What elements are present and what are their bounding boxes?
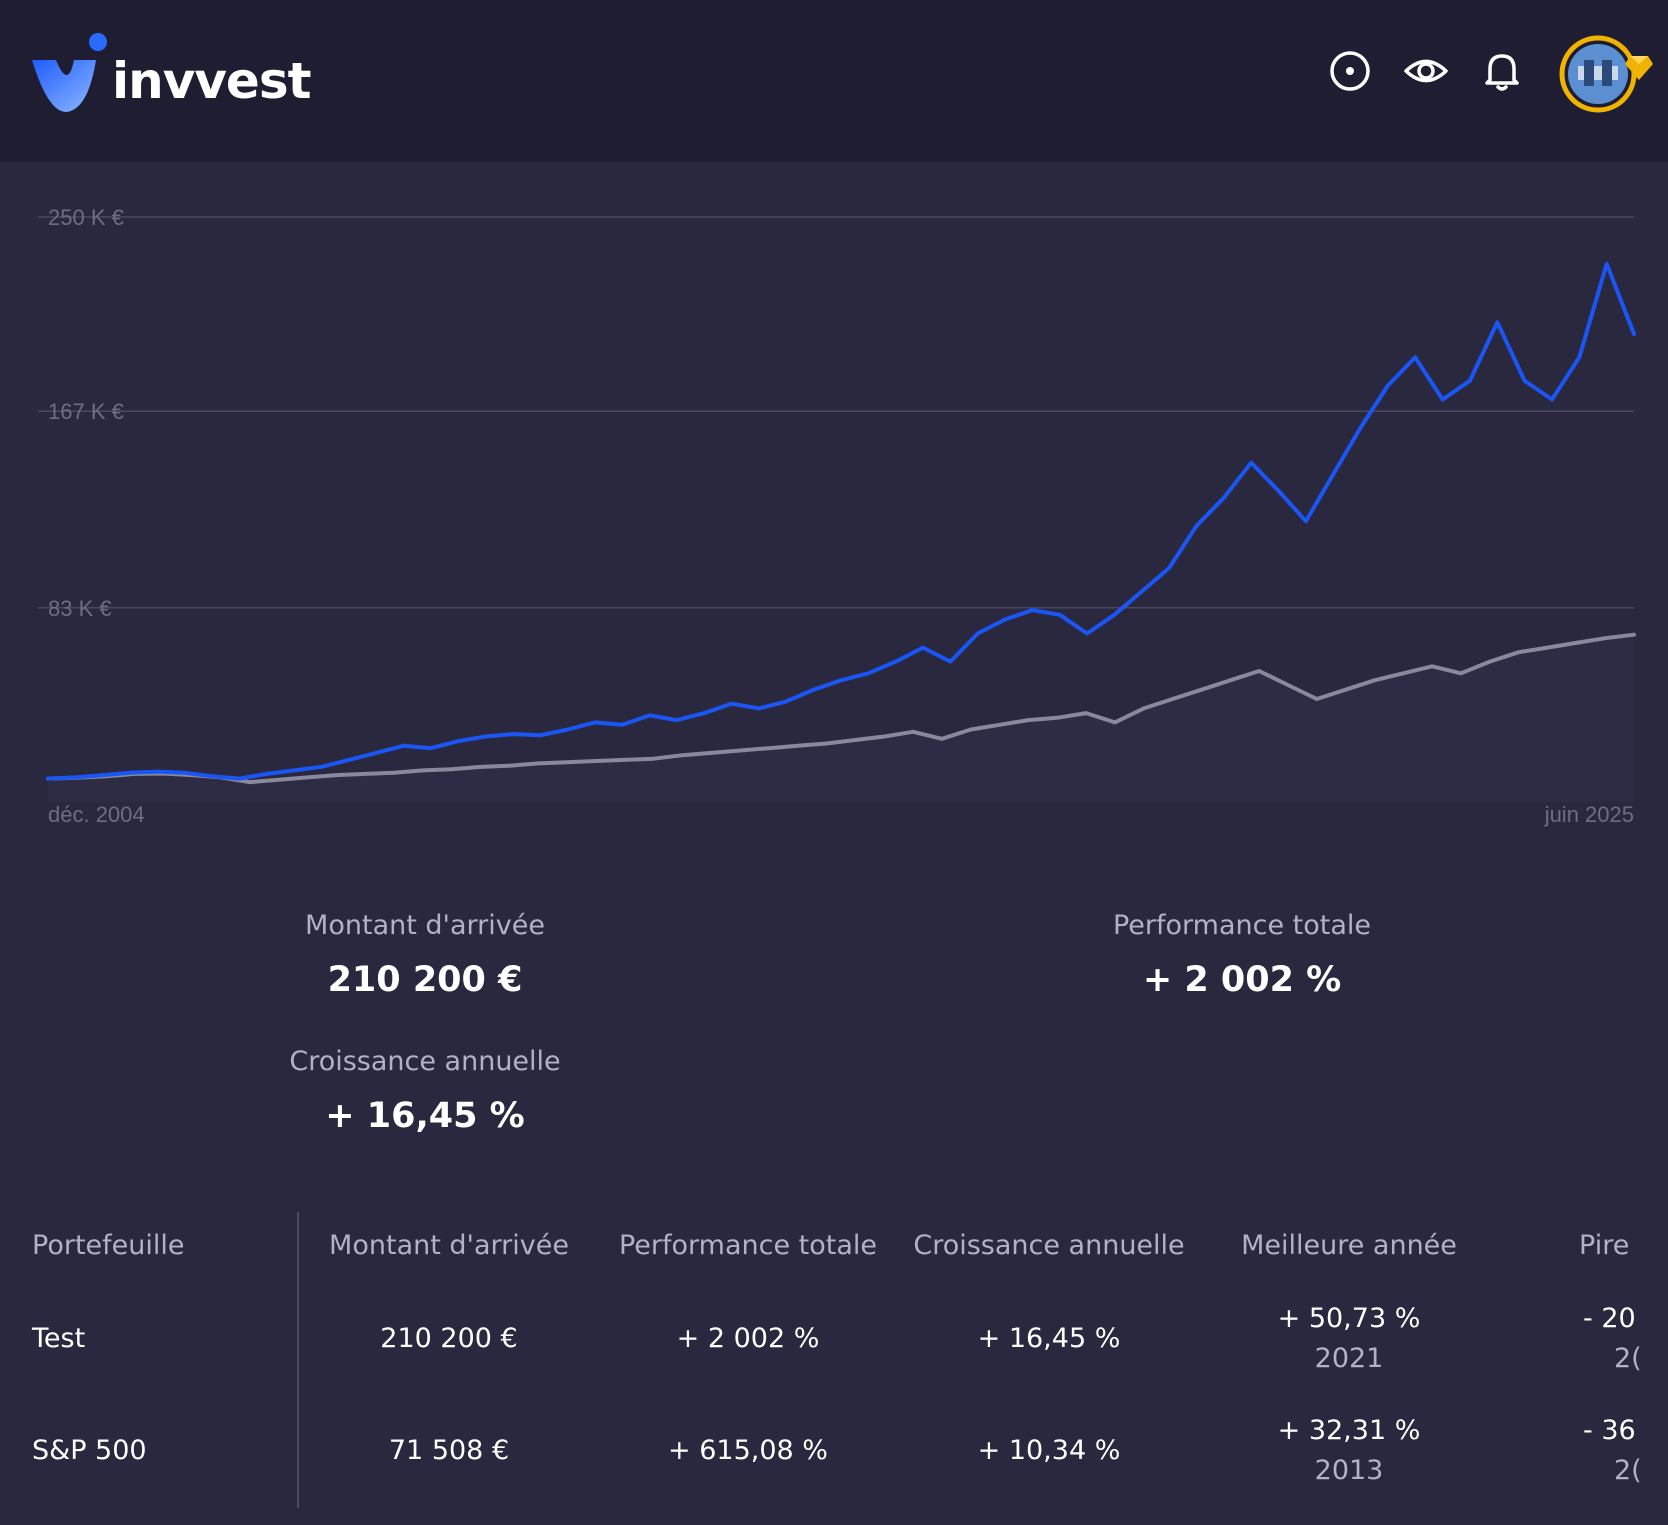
th-annual-growth: Croissance annuelle bbox=[913, 1230, 1185, 1261]
summary-annual-growth-label: Croissance annuelle bbox=[289, 1046, 561, 1077]
benchmark-area bbox=[48, 634, 1634, 802]
series-line-test bbox=[46, 261, 1636, 781]
row-2-total-performance: + 615,08 % bbox=[668, 1435, 828, 1466]
row-2-annual-growth: + 10,34 % bbox=[977, 1435, 1121, 1466]
performance-chart: 250 K € 167 K € 83 K € déc. 2004 juin 2025 bbox=[38, 205, 1636, 827]
row-2-worst-year: 2( bbox=[1614, 1455, 1642, 1486]
summary-final-amount-value: 210 200 € bbox=[327, 960, 523, 1000]
row-2-name[interactable]: S&P 500 bbox=[32, 1435, 147, 1466]
y-tick-label: 83 K € bbox=[48, 596, 112, 621]
row-1-final-amount: 210 200 € bbox=[380, 1323, 518, 1354]
row-1-total-performance: + 2 002 % bbox=[676, 1323, 820, 1354]
compass-icon[interactable] bbox=[1325, 46, 1375, 96]
row-1-annual-growth: + 16,45 % bbox=[977, 1323, 1121, 1354]
diamond-icon bbox=[1625, 56, 1653, 80]
avatar[interactable] bbox=[1556, 30, 1656, 120]
row-2-best-year-value: + 32,31 % bbox=[1277, 1415, 1421, 1446]
th-worst-year: Pire bbox=[1579, 1230, 1630, 1261]
row-1-name[interactable]: Test bbox=[32, 1323, 86, 1354]
row-2-final-amount: 71 508 € bbox=[388, 1435, 510, 1466]
bell-icon[interactable] bbox=[1477, 46, 1527, 96]
logo[interactable]: invvest bbox=[30, 30, 311, 120]
logo-text: invvest bbox=[112, 52, 311, 110]
row-1-best-year: 2021 bbox=[1314, 1343, 1384, 1374]
series-line-s-p-500 bbox=[46, 632, 1636, 785]
app-header: invvest bbox=[0, 0, 1668, 162]
summary-final-amount-label: Montant d'arrivée bbox=[305, 910, 545, 941]
th-best-year: Meilleure année bbox=[1241, 1230, 1457, 1261]
row-2-best-year: 2013 bbox=[1314, 1455, 1384, 1486]
table-divider bbox=[297, 1212, 299, 1508]
th-total-performance: Performance totale bbox=[618, 1230, 878, 1261]
row-1-best-year-value: + 50,73 % bbox=[1277, 1303, 1421, 1334]
y-tick-label: 167 K € bbox=[48, 399, 124, 424]
eye-icon[interactable] bbox=[1401, 46, 1451, 96]
th-final-amount: Montant d'arrivée bbox=[329, 1230, 569, 1261]
row-1-worst-year-value: - 20 bbox=[1583, 1303, 1636, 1334]
logo-mark-icon bbox=[32, 33, 107, 112]
row-2-worst-year-value: - 36 bbox=[1583, 1415, 1636, 1446]
summary-annual-growth-value: + 16,45 % bbox=[325, 1096, 525, 1136]
y-tick-label: 250 K € bbox=[48, 205, 124, 230]
summary-total-performance-label: Performance totale bbox=[1112, 910, 1372, 941]
summary-total-performance-value: + 2 002 % bbox=[1142, 960, 1342, 1000]
x-start-label: déc. 2004 bbox=[48, 802, 145, 827]
x-end-label: juin 2025 bbox=[1544, 802, 1634, 827]
row-1-worst-year: 2( bbox=[1614, 1343, 1642, 1374]
th-portfolio: Portefeuille bbox=[32, 1230, 185, 1261]
